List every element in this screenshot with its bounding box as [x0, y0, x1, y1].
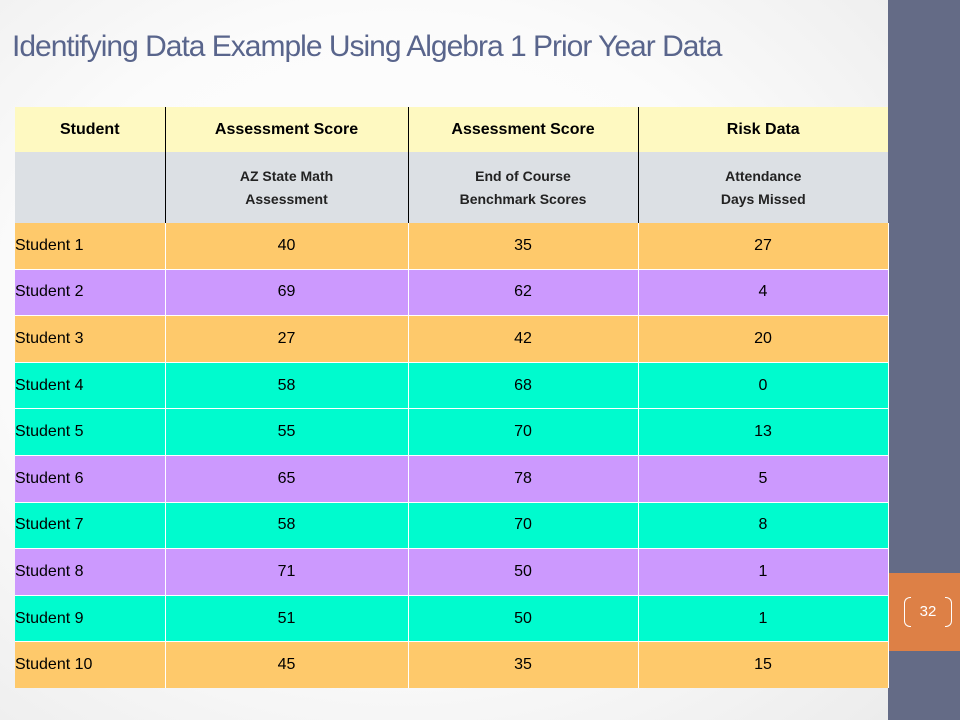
cell-az-score: 45: [164, 641, 409, 688]
cell-az-score: 40: [164, 223, 409, 270]
subheader-line: End of Course: [475, 167, 571, 184]
cell-az-score: 27: [164, 315, 409, 363]
cell-days-missed: 5: [637, 455, 889, 503]
subheader-end-of-course: End of Course Benchmark Scores: [407, 152, 638, 223]
cell-eoc-score: 62: [407, 269, 639, 317]
subheader-blank: [15, 152, 165, 223]
cell-az-score: 69: [164, 269, 409, 317]
cell-student: Student 3: [15, 315, 166, 363]
table-row: Student 8 71 50 1: [15, 548, 889, 596]
subheader-az-state-math: AZ State Math Assessment: [164, 152, 408, 223]
cell-eoc-score: 70: [407, 502, 639, 550]
cell-days-missed: 15: [637, 641, 889, 688]
column-header-assessment-1: Assessment Score: [164, 107, 408, 152]
table-row: Student 2 69 62 4: [15, 269, 889, 317]
left-brace-icon: [904, 597, 911, 627]
subheader-line: Attendance: [725, 167, 802, 184]
cell-eoc-score: 78: [407, 455, 639, 503]
table-row: Student 1 40 35 27: [15, 223, 889, 270]
column-header-assessment-2: Assessment Score: [407, 107, 638, 152]
cell-student: Student 8: [15, 548, 166, 596]
cell-student: Student 5: [15, 408, 166, 456]
cell-days-missed: 27: [637, 223, 889, 270]
table-row: Student 9 51 50 1: [15, 595, 889, 643]
table-row: Student 6 65 78 5: [15, 455, 889, 503]
page-number: 32: [919, 603, 937, 620]
cell-eoc-score: 70: [407, 408, 639, 456]
subheader-line: Days Missed: [720, 190, 806, 207]
cell-eoc-score: 35: [407, 223, 639, 270]
cell-az-score: 55: [164, 408, 409, 456]
cell-student: Student 2: [15, 269, 166, 317]
slide-title: Identifying Data Example Using Algebra 1…: [12, 30, 722, 63]
table-row: Student 7 58 70 8: [15, 502, 889, 550]
column-header-student: Student: [15, 107, 165, 152]
cell-eoc-score: 68: [407, 362, 639, 410]
subheader-attendance: Attendance Days Missed: [637, 152, 888, 223]
cell-student: Student 7: [15, 502, 166, 550]
cell-eoc-score: 50: [407, 548, 639, 596]
table-body: Student 1 40 35 27 Student 2 69 62 4 Stu…: [15, 223, 889, 688]
subheader-line: AZ State Math: [239, 167, 334, 184]
cell-az-score: 65: [164, 455, 409, 503]
table-subheader-row: AZ State Math Assessment End of Course B…: [15, 152, 888, 223]
cell-eoc-score: 35: [407, 641, 639, 688]
table-row: Student 4 58 68 0: [15, 362, 889, 410]
cell-student: Student 6: [15, 455, 166, 503]
cell-days-missed: 8: [637, 502, 889, 550]
cell-student: Student 1: [15, 223, 166, 270]
cell-days-missed: 1: [637, 548, 889, 596]
cell-days-missed: 1: [637, 595, 889, 643]
subheader-line: Assessment: [245, 190, 328, 207]
cell-days-missed: 4: [637, 269, 889, 317]
column-header-risk-data: Risk Data: [637, 107, 888, 152]
table-row: Student 10 45 35 15: [15, 641, 889, 688]
table-row: Student 5 55 70 13: [15, 408, 889, 456]
cell-eoc-score: 50: [407, 595, 639, 643]
page-number-band: [888, 573, 960, 651]
cell-az-score: 58: [164, 362, 409, 410]
cell-student: Student 10: [15, 641, 166, 688]
student-data-table: Student Assessment Score Assessment Scor…: [15, 107, 889, 688]
cell-days-missed: 20: [637, 315, 889, 363]
table-header-row: Student Assessment Score Assessment Scor…: [15, 107, 888, 152]
cell-days-missed: 0: [637, 362, 889, 410]
subheader-line: Benchmark Scores: [459, 190, 587, 207]
cell-student: Student 4: [15, 362, 166, 410]
cell-az-score: 51: [164, 595, 409, 643]
cell-eoc-score: 42: [407, 315, 639, 363]
cell-days-missed: 13: [637, 408, 889, 456]
cell-student: Student 9: [15, 595, 166, 643]
cell-az-score: 58: [164, 502, 409, 550]
cell-az-score: 71: [164, 548, 409, 596]
table-row: Student 3 27 42 20: [15, 315, 889, 363]
